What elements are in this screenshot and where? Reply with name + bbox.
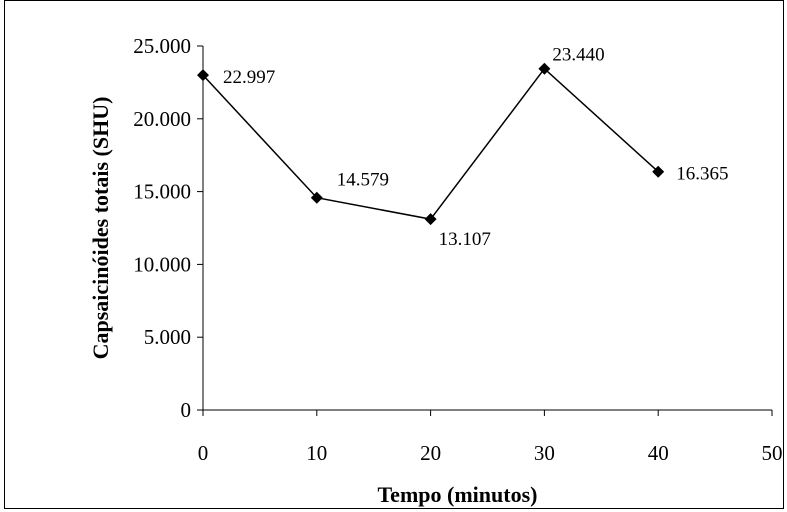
data-point-marker — [310, 191, 323, 204]
data-point-marker — [424, 213, 437, 226]
y-axis-title: Capsaicinóides totais (SHU) — [88, 97, 113, 360]
data-point-marker — [538, 62, 551, 75]
data-label: 14.579 — [337, 170, 389, 191]
data-label: 23.440 — [552, 45, 604, 66]
y-tick-label: 20.000 — [133, 107, 191, 131]
data-point-marker — [197, 69, 209, 82]
data-point-marker — [652, 165, 665, 178]
x-axis-title: Tempo (minutos) — [378, 482, 538, 507]
x-tick-label: 10 — [306, 441, 327, 465]
chart-frame — [4, 0, 784, 509]
axes: 0 5.000 10.000 15.000 20.000 25.000 0 10 20 30 40 5… — [133, 34, 782, 465]
y-tick-label: 10.000 — [133, 252, 191, 276]
y-tick-label: 15.000 — [133, 180, 191, 204]
y-tick-label: 5.000 — [144, 325, 191, 349]
x-tick-label: 30 — [534, 441, 555, 465]
y-tick-label: 25.000 — [133, 34, 191, 58]
y-tick-label: 0 — [181, 398, 192, 422]
data-label: 22.997 — [223, 67, 275, 88]
x-tick-label: 50 — [762, 441, 783, 465]
data-label: 16.365 — [676, 164, 728, 185]
data-label: 13.107 — [439, 229, 491, 250]
x-tick-label: 40 — [648, 441, 669, 465]
series-group: 22.997 14.579 13.107 23.440 16.365 — [197, 45, 728, 250]
x-tick-label: 0 — [198, 441, 209, 465]
series-line — [202, 67, 659, 220]
x-tick-label: 20 — [420, 441, 441, 465]
